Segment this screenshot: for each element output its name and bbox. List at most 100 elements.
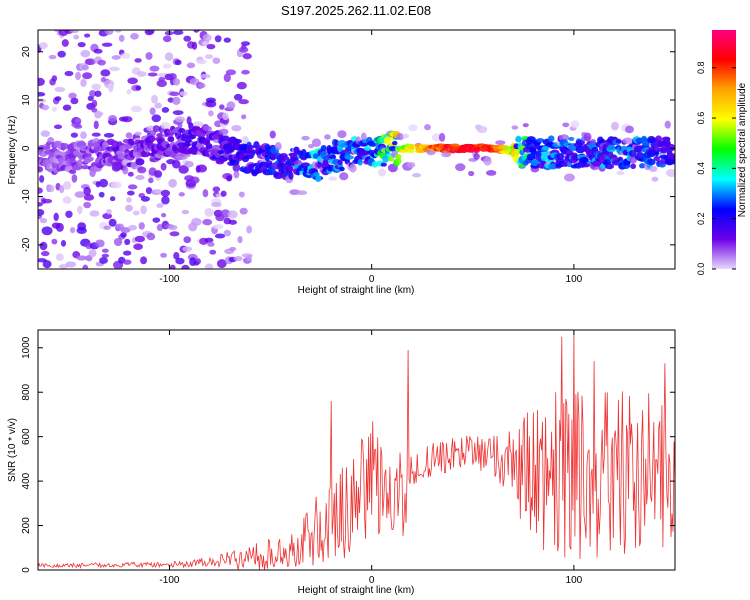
spectrogram-cell xyxy=(288,166,294,172)
spectrogram-cell xyxy=(639,163,646,169)
spectrogram-cell xyxy=(61,143,70,150)
spectrogram-cell xyxy=(154,189,162,194)
spectrogram-cell xyxy=(101,253,110,258)
spectrogram-cell xyxy=(563,173,575,182)
spectrogram-cell xyxy=(219,104,225,110)
spectrogram-cell xyxy=(126,190,135,196)
snr-x-tick-label: -100 xyxy=(159,575,179,586)
spectrogram-cell xyxy=(38,166,43,172)
spectrogram-cell xyxy=(189,176,200,184)
spectrogram-frame xyxy=(37,29,676,270)
spectrogram-cell xyxy=(396,133,404,141)
spectrogram-cell xyxy=(337,130,347,139)
spectrogram-cell xyxy=(548,163,559,170)
spectrogram-cell xyxy=(145,187,153,195)
snr-x-axis-label: Height of straight line (km) xyxy=(298,585,415,596)
spectrogram-cell xyxy=(178,192,185,197)
spectrogram-cell xyxy=(424,124,431,131)
spectrogram-cell xyxy=(38,98,47,103)
spectrogram-cell xyxy=(522,123,529,128)
spectrogram-cell xyxy=(40,130,50,137)
spectrogram-cell xyxy=(191,41,198,50)
spectrogram-cell xyxy=(468,170,475,177)
spectrogram-cell xyxy=(382,154,390,163)
spectrogram-cell xyxy=(388,156,395,162)
spectrogram-cell xyxy=(38,187,43,194)
spectrogram-cell xyxy=(140,256,148,265)
spectrogram-cell xyxy=(80,49,91,58)
spectrogram-cell xyxy=(135,85,141,91)
spectrogram-cell xyxy=(529,148,537,153)
spectrogram-cell xyxy=(266,167,276,176)
spectrogram-cell xyxy=(237,236,243,244)
spectrogram-cell xyxy=(196,59,208,65)
spectrogram-cell xyxy=(473,153,480,160)
spectrogram-cell xyxy=(209,249,217,255)
spectrogram-cell xyxy=(126,197,132,203)
spectrogram-cell xyxy=(38,77,45,86)
spectrogram-cell xyxy=(123,250,132,256)
spectrogram-cell xyxy=(548,135,555,143)
spectrogram-cell xyxy=(223,229,232,237)
spectrogram-y-tick-label: -10 xyxy=(21,189,32,204)
spectrogram-cell xyxy=(51,75,58,82)
snr-y-tick-label: 1000 xyxy=(21,336,32,359)
spectrogram-cell xyxy=(360,132,367,141)
spectrogram-cell xyxy=(177,30,183,32)
spectrogram-cell xyxy=(39,175,45,183)
spectrogram-cell xyxy=(175,257,185,265)
snr-y-tick-label: 400 xyxy=(21,472,32,489)
spectrogram-cell xyxy=(216,259,227,269)
spectrogram-cell xyxy=(455,163,466,172)
spectrogram-x-ticks: -100 0 100 xyxy=(159,30,583,285)
spectrogram-cell xyxy=(202,189,209,198)
spectrogram-cell xyxy=(408,124,418,132)
spectrogram-cell xyxy=(196,164,208,173)
spectrogram-cell xyxy=(228,219,238,225)
spectrogram-cell xyxy=(82,72,93,80)
spectrogram-cell xyxy=(145,52,153,60)
spectrogram-cell xyxy=(53,124,63,130)
spectrogram-cell xyxy=(615,138,622,144)
spectrogram-cell xyxy=(248,149,257,155)
spectrogram-cells xyxy=(38,30,675,269)
spectrogram-cell xyxy=(158,76,166,82)
spectrogram-cell xyxy=(337,159,343,166)
spectrogram-cell xyxy=(232,163,241,173)
spectrogram-cell xyxy=(234,139,242,144)
colorbar-tick-label: 0.6 xyxy=(696,112,706,125)
spectrogram-cell xyxy=(74,191,86,198)
spectrogram-cell xyxy=(64,70,74,77)
spectrogram-cell xyxy=(70,132,79,138)
spectrogram-cell xyxy=(176,155,188,160)
spectrogram-cell xyxy=(178,165,189,174)
spectrogram-cell xyxy=(246,225,253,234)
spectrogram-cell xyxy=(206,43,216,50)
spectrogram-cell xyxy=(85,58,96,66)
spectrogram-cell xyxy=(134,235,146,243)
spectrogram-cell xyxy=(70,97,79,105)
spectrogram-cell xyxy=(83,201,92,209)
snr-y-axis-label: SNR (10 * v/v) xyxy=(7,418,18,482)
spectrogram-cell xyxy=(568,136,575,141)
spectrogram-cell xyxy=(380,162,387,167)
spectrogram-cell xyxy=(575,145,586,154)
spectrogram-cell xyxy=(233,255,243,262)
spectrogram-cell xyxy=(160,162,167,171)
spectrogram-cell xyxy=(148,177,154,184)
spectrogram-cell xyxy=(103,225,111,230)
spectrogram-cell xyxy=(160,121,171,130)
spectrogram-cell xyxy=(202,218,213,226)
spectrogram-cell xyxy=(54,86,66,93)
spectrogram-cell xyxy=(101,42,113,47)
spectrogram-cell xyxy=(182,246,193,252)
spectrogram-cell xyxy=(201,41,210,46)
spectrogram-cell xyxy=(46,184,55,193)
spectrogram-y-tick-label: 0 xyxy=(21,145,32,151)
snr-frame xyxy=(37,329,676,571)
spectrogram-cell xyxy=(167,136,175,143)
spectrogram-cell xyxy=(536,138,545,143)
spectrogram-cell xyxy=(604,163,615,170)
spectrogram-cell xyxy=(122,259,132,265)
spectrogram-cell xyxy=(83,194,95,201)
